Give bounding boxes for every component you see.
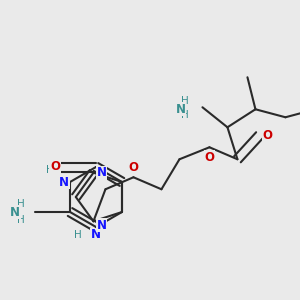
Text: N: N bbox=[96, 219, 106, 232]
Text: H: H bbox=[17, 215, 25, 225]
Text: N: N bbox=[176, 103, 185, 116]
Text: O: O bbox=[204, 151, 214, 164]
Text: N: N bbox=[91, 229, 101, 242]
Text: O: O bbox=[262, 129, 272, 142]
Text: H: H bbox=[181, 96, 188, 106]
Text: N: N bbox=[59, 176, 69, 188]
Text: H: H bbox=[46, 165, 54, 175]
Text: O: O bbox=[50, 160, 60, 173]
Text: O: O bbox=[128, 161, 138, 174]
Text: H: H bbox=[181, 110, 188, 120]
Text: H: H bbox=[74, 230, 82, 240]
Text: N: N bbox=[10, 206, 20, 218]
Text: N: N bbox=[96, 166, 106, 179]
Text: H: H bbox=[17, 199, 25, 209]
